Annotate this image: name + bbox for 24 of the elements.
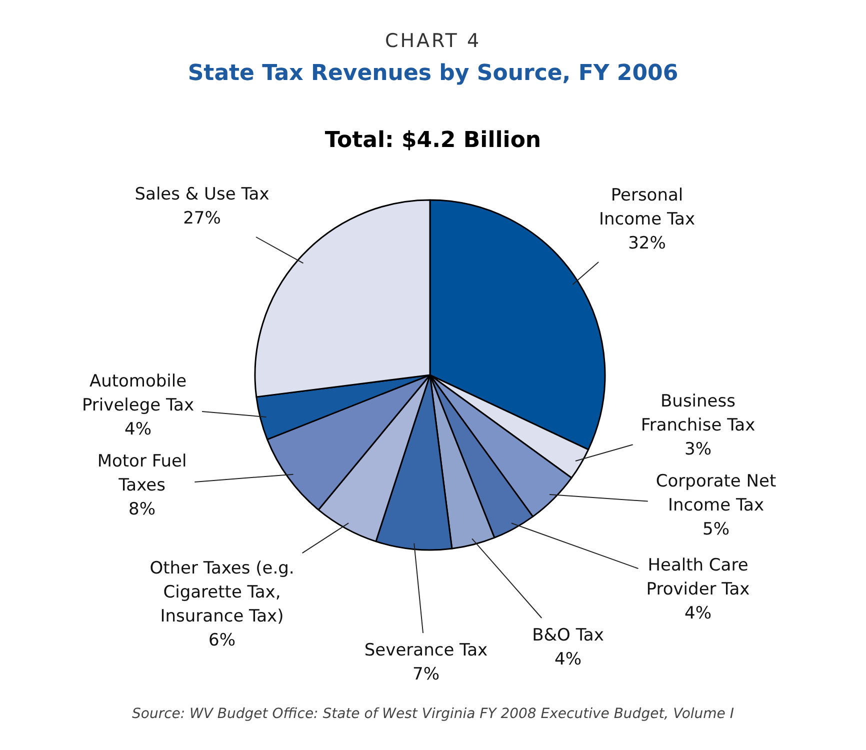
- slice-label: Health Care Provider Tax: [646, 555, 750, 600]
- text: Total: $4.2 Billion: [324, 128, 542, 153]
- chart-subtitle: State Tax Revenues by Source, FY 2006: [186, 61, 680, 86]
- data-label: 4%: [124, 419, 152, 440]
- slice-label: Other Taxes (e.g. Cigarette Tax, Insurance Tax): [150, 558, 294, 626]
- data-label: 32%: [628, 233, 666, 254]
- slice-label: Corporate Net Income Tax: [656, 471, 776, 516]
- slice-label: Sales & Use Tax: [134, 184, 270, 204]
- data-label: 7%: [412, 664, 440, 684]
- data-label: 27%: [183, 208, 221, 228]
- data-label: 3%: [684, 439, 712, 460]
- data-label: 4%: [554, 649, 582, 670]
- slice-label: Automobile Privelege Tax: [82, 371, 194, 416]
- source-note: Source: WV Budget Office: State of West Virginia FY 2008 Executive Budget, Volume I: [131, 706, 735, 722]
- data-label: 4%: [684, 603, 712, 624]
- slice-label: Motor Fuel Taxes: [97, 451, 187, 496]
- slice-label: Severance Tax: [364, 640, 488, 660]
- chart-title: CHART 4: [384, 30, 482, 52]
- data-label: 6%: [208, 630, 236, 650]
- data-label: 5%: [702, 519, 730, 540]
- slice-label: Personal Income Tax: [598, 185, 696, 230]
- data-label: 8%: [128, 499, 156, 520]
- slice-label: B&O Tax: [532, 625, 604, 646]
- slice-label: Business Franchise Tax: [640, 391, 756, 436]
